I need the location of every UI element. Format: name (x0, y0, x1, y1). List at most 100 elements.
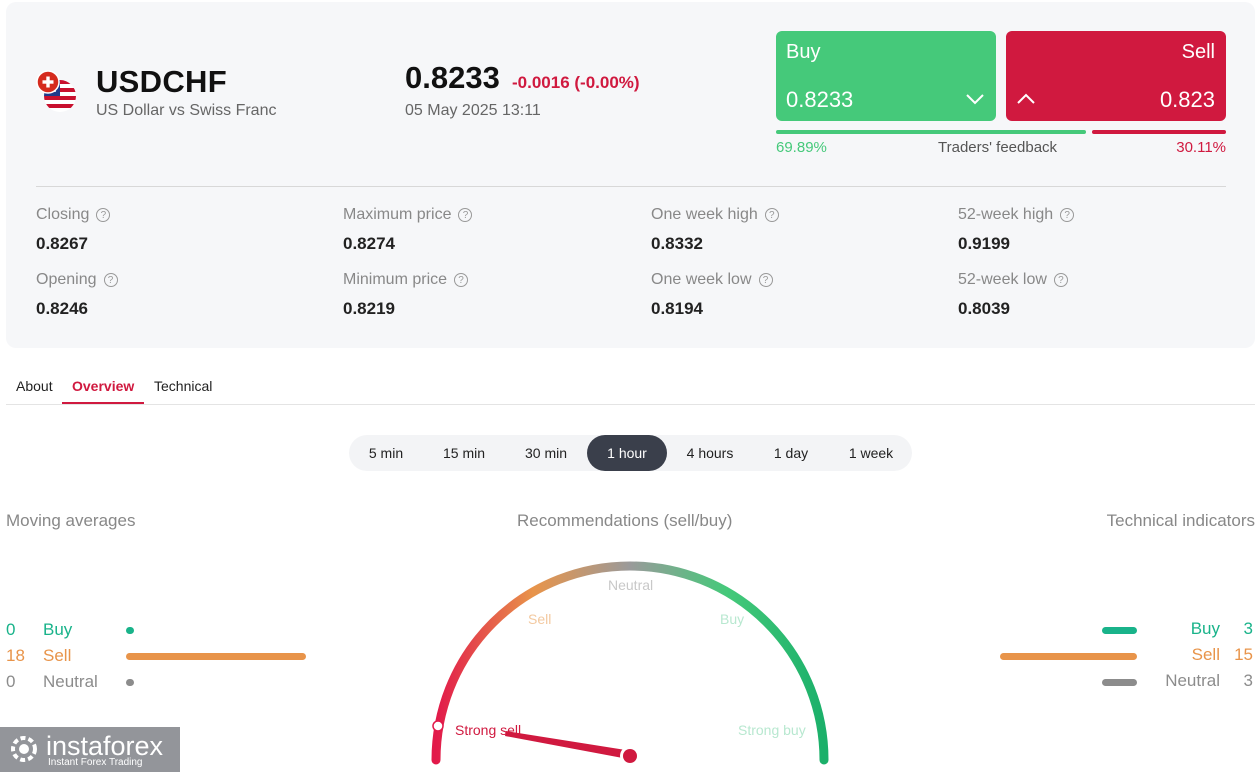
ma-buy-bar (126, 627, 134, 634)
ti-buy-bar (1102, 627, 1137, 634)
period-selector: 5 min 15 min 30 min 1 hour 4 hours 1 day… (349, 435, 912, 471)
traders-feedback-label: Traders' feedback (938, 139, 1058, 156)
period-15-min[interactable]: 15 min (442, 445, 486, 461)
tab-about[interactable]: About (16, 378, 53, 394)
stat-maximum-price: Maximum price? 0.8274 (343, 205, 623, 254)
buy-button[interactable]: Buy 0.8233 (776, 31, 996, 121)
help-icon[interactable]: ? (758, 273, 773, 287)
price-timestamp: 05 May 2025 13:11 (405, 102, 541, 119)
tab-technical[interactable]: Technical (154, 378, 213, 394)
buy-price: 0.8233 (786, 87, 854, 112)
gauge-hub (623, 749, 637, 763)
ma-neutral-label: Neutral (43, 672, 98, 691)
period-1-week[interactable]: 1 week (848, 445, 894, 461)
usd-chf-flag-icon (36, 70, 76, 112)
stat-label: 52-week high (958, 206, 1054, 223)
chevron-down-icon (966, 94, 984, 105)
help-icon[interactable]: ? (458, 208, 473, 222)
stat-closing: Closing? 0.8267 (36, 205, 316, 254)
stat-value: 0.8219 (343, 299, 395, 318)
help-icon[interactable]: ? (96, 208, 111, 222)
period-1-day[interactable]: 1 day (773, 445, 809, 461)
stat-label: Closing (36, 206, 90, 223)
period-4-hours[interactable]: 4 hours (686, 445, 734, 461)
price-change: -0.0016 (-0.00%) (512, 73, 640, 92)
watermark-name: instaforex (46, 731, 164, 761)
stat-label: One week high (651, 206, 758, 223)
feedback-sell-bar (1092, 130, 1226, 134)
instaforex-logo-icon (11, 736, 37, 762)
feedback-buy-percent: 69.89% (776, 139, 827, 156)
stat-52-week-low: 52-week low? 0.8039 (958, 270, 1238, 319)
sell-button[interactable]: Sell 0.823 (1006, 31, 1226, 121)
stat-value: 0.8194 (651, 299, 703, 318)
recommendations-title: Recommendations (sell/buy) (517, 511, 733, 530)
instaforex-watermark: instaforex Instant Forex Trading (0, 727, 180, 772)
stat-value: 0.8332 (651, 234, 703, 253)
ma-sell-bar (126, 653, 306, 660)
tab-overview[interactable]: Overview (72, 378, 135, 394)
ti-neutral-label: Neutral (1165, 671, 1220, 690)
ti-buy-count: 3 (1243, 619, 1253, 638)
gauge-label-sell: Sell (528, 611, 551, 627)
stat-value: 0.8039 (958, 299, 1010, 318)
gauge-arc (431, 561, 829, 765)
feedback-sell-percent: 30.11% (1176, 139, 1226, 156)
ma-buy-count: 0 (6, 620, 16, 639)
watermark-tagline: Instant Forex Trading (48, 757, 143, 768)
ma-neutral-count: 0 (6, 672, 16, 691)
help-icon[interactable]: ? (1053, 273, 1068, 287)
current-price: 0.8233 (405, 60, 500, 95)
stat-label: One week low (651, 271, 752, 288)
ti-sell-bar (1000, 653, 1137, 660)
stat-52-week-high: 52-week high? 0.9199 (958, 205, 1238, 254)
tab-bar: About Overview Technical (6, 370, 1255, 405)
ti-sell-count: 15 (1234, 645, 1253, 664)
divider (36, 186, 1226, 187)
gauge-needle (505, 731, 632, 759)
feedback-buy-bar (776, 130, 1086, 134)
gauge-label-strong-buy: Strong buy (738, 722, 806, 738)
buy-button-label: Buy (786, 41, 821, 63)
stat-one-week-low: One week low? 0.8194 (651, 270, 931, 319)
gauge-label-strong-sell: Strong sell (455, 722, 521, 738)
stat-value: 0.8274 (343, 234, 395, 253)
help-icon[interactable]: ? (764, 208, 779, 222)
help-icon[interactable]: ? (454, 273, 469, 287)
stat-value: 0.8267 (36, 234, 88, 253)
ti-neutral-count: 3 (1243, 671, 1253, 690)
stat-value: 0.8246 (36, 299, 88, 318)
help-icon[interactable]: ? (103, 273, 118, 287)
stat-label: Opening (36, 271, 97, 288)
stat-label: Maximum price (343, 206, 452, 223)
ma-neutral-bar (126, 679, 134, 686)
active-tab-indicator (62, 402, 144, 404)
stat-minimum-price: Minimum price? 0.8219 (343, 270, 623, 319)
ti-sell-label: Sell (1191, 645, 1220, 664)
gauge-label-neutral: Neutral (608, 577, 653, 593)
instrument-description: US Dollar vs Swiss Franc (96, 102, 277, 119)
help-icon[interactable]: ? (1060, 208, 1075, 222)
stat-label: 52-week low (958, 271, 1047, 288)
period-1-hour[interactable]: 1 hour (587, 435, 667, 471)
chevron-up-icon (1017, 93, 1035, 104)
sell-button-label: Sell (1181, 41, 1215, 63)
ti-neutral-bar (1102, 679, 1137, 686)
gauge-marker (432, 720, 444, 732)
ma-sell-count: 18 (6, 646, 25, 665)
stat-value: 0.9199 (958, 234, 1010, 253)
stat-opening: Opening? 0.8246 (36, 270, 316, 319)
ti-buy-label: Buy (1190, 619, 1220, 638)
recommendation-gauge: Sell Neutral Buy Strong sell Strong buy (431, 561, 829, 766)
ma-buy-label: Buy (43, 620, 73, 639)
stat-one-week-high: One week high? 0.8332 (651, 205, 931, 254)
period-30-min[interactable]: 30 min (524, 445, 568, 461)
moving-averages-title: Moving averages (6, 511, 136, 530)
gauge-label-buy: Buy (720, 611, 744, 627)
instrument-symbol: USDCHF (96, 64, 227, 99)
stat-label: Minimum price (343, 271, 448, 288)
sell-price: 0.823 (1159, 87, 1215, 112)
ma-sell-label: Sell (43, 646, 72, 665)
period-5-min[interactable]: 5 min (368, 445, 404, 461)
technical-indicators-title: Technical indicators (1106, 511, 1255, 530)
